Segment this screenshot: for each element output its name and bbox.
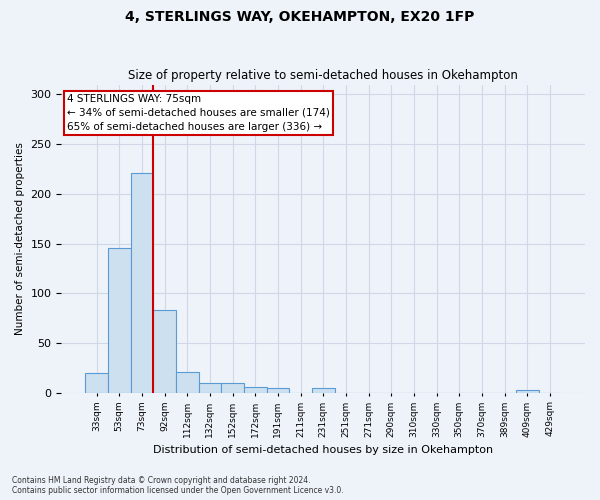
Y-axis label: Number of semi-detached properties: Number of semi-detached properties bbox=[15, 142, 25, 335]
Text: Contains HM Land Registry data © Crown copyright and database right 2024.
Contai: Contains HM Land Registry data © Crown c… bbox=[12, 476, 344, 495]
Bar bbox=[199, 382, 221, 392]
Bar bbox=[176, 372, 199, 392]
Bar bbox=[153, 310, 176, 392]
X-axis label: Distribution of semi-detached houses by size in Okehampton: Distribution of semi-detached houses by … bbox=[153, 445, 493, 455]
Bar bbox=[266, 388, 289, 392]
Bar bbox=[85, 373, 108, 392]
Bar bbox=[312, 388, 335, 392]
Title: Size of property relative to semi-detached houses in Okehampton: Size of property relative to semi-detach… bbox=[128, 69, 518, 82]
Bar bbox=[108, 248, 131, 392]
Bar bbox=[221, 382, 244, 392]
Bar bbox=[516, 390, 539, 392]
Bar bbox=[244, 386, 266, 392]
Text: 4 STERLINGS WAY: 75sqm
← 34% of semi-detached houses are smaller (174)
65% of se: 4 STERLINGS WAY: 75sqm ← 34% of semi-det… bbox=[67, 94, 329, 132]
Text: 4, STERLINGS WAY, OKEHAMPTON, EX20 1FP: 4, STERLINGS WAY, OKEHAMPTON, EX20 1FP bbox=[125, 10, 475, 24]
Bar bbox=[131, 173, 153, 392]
